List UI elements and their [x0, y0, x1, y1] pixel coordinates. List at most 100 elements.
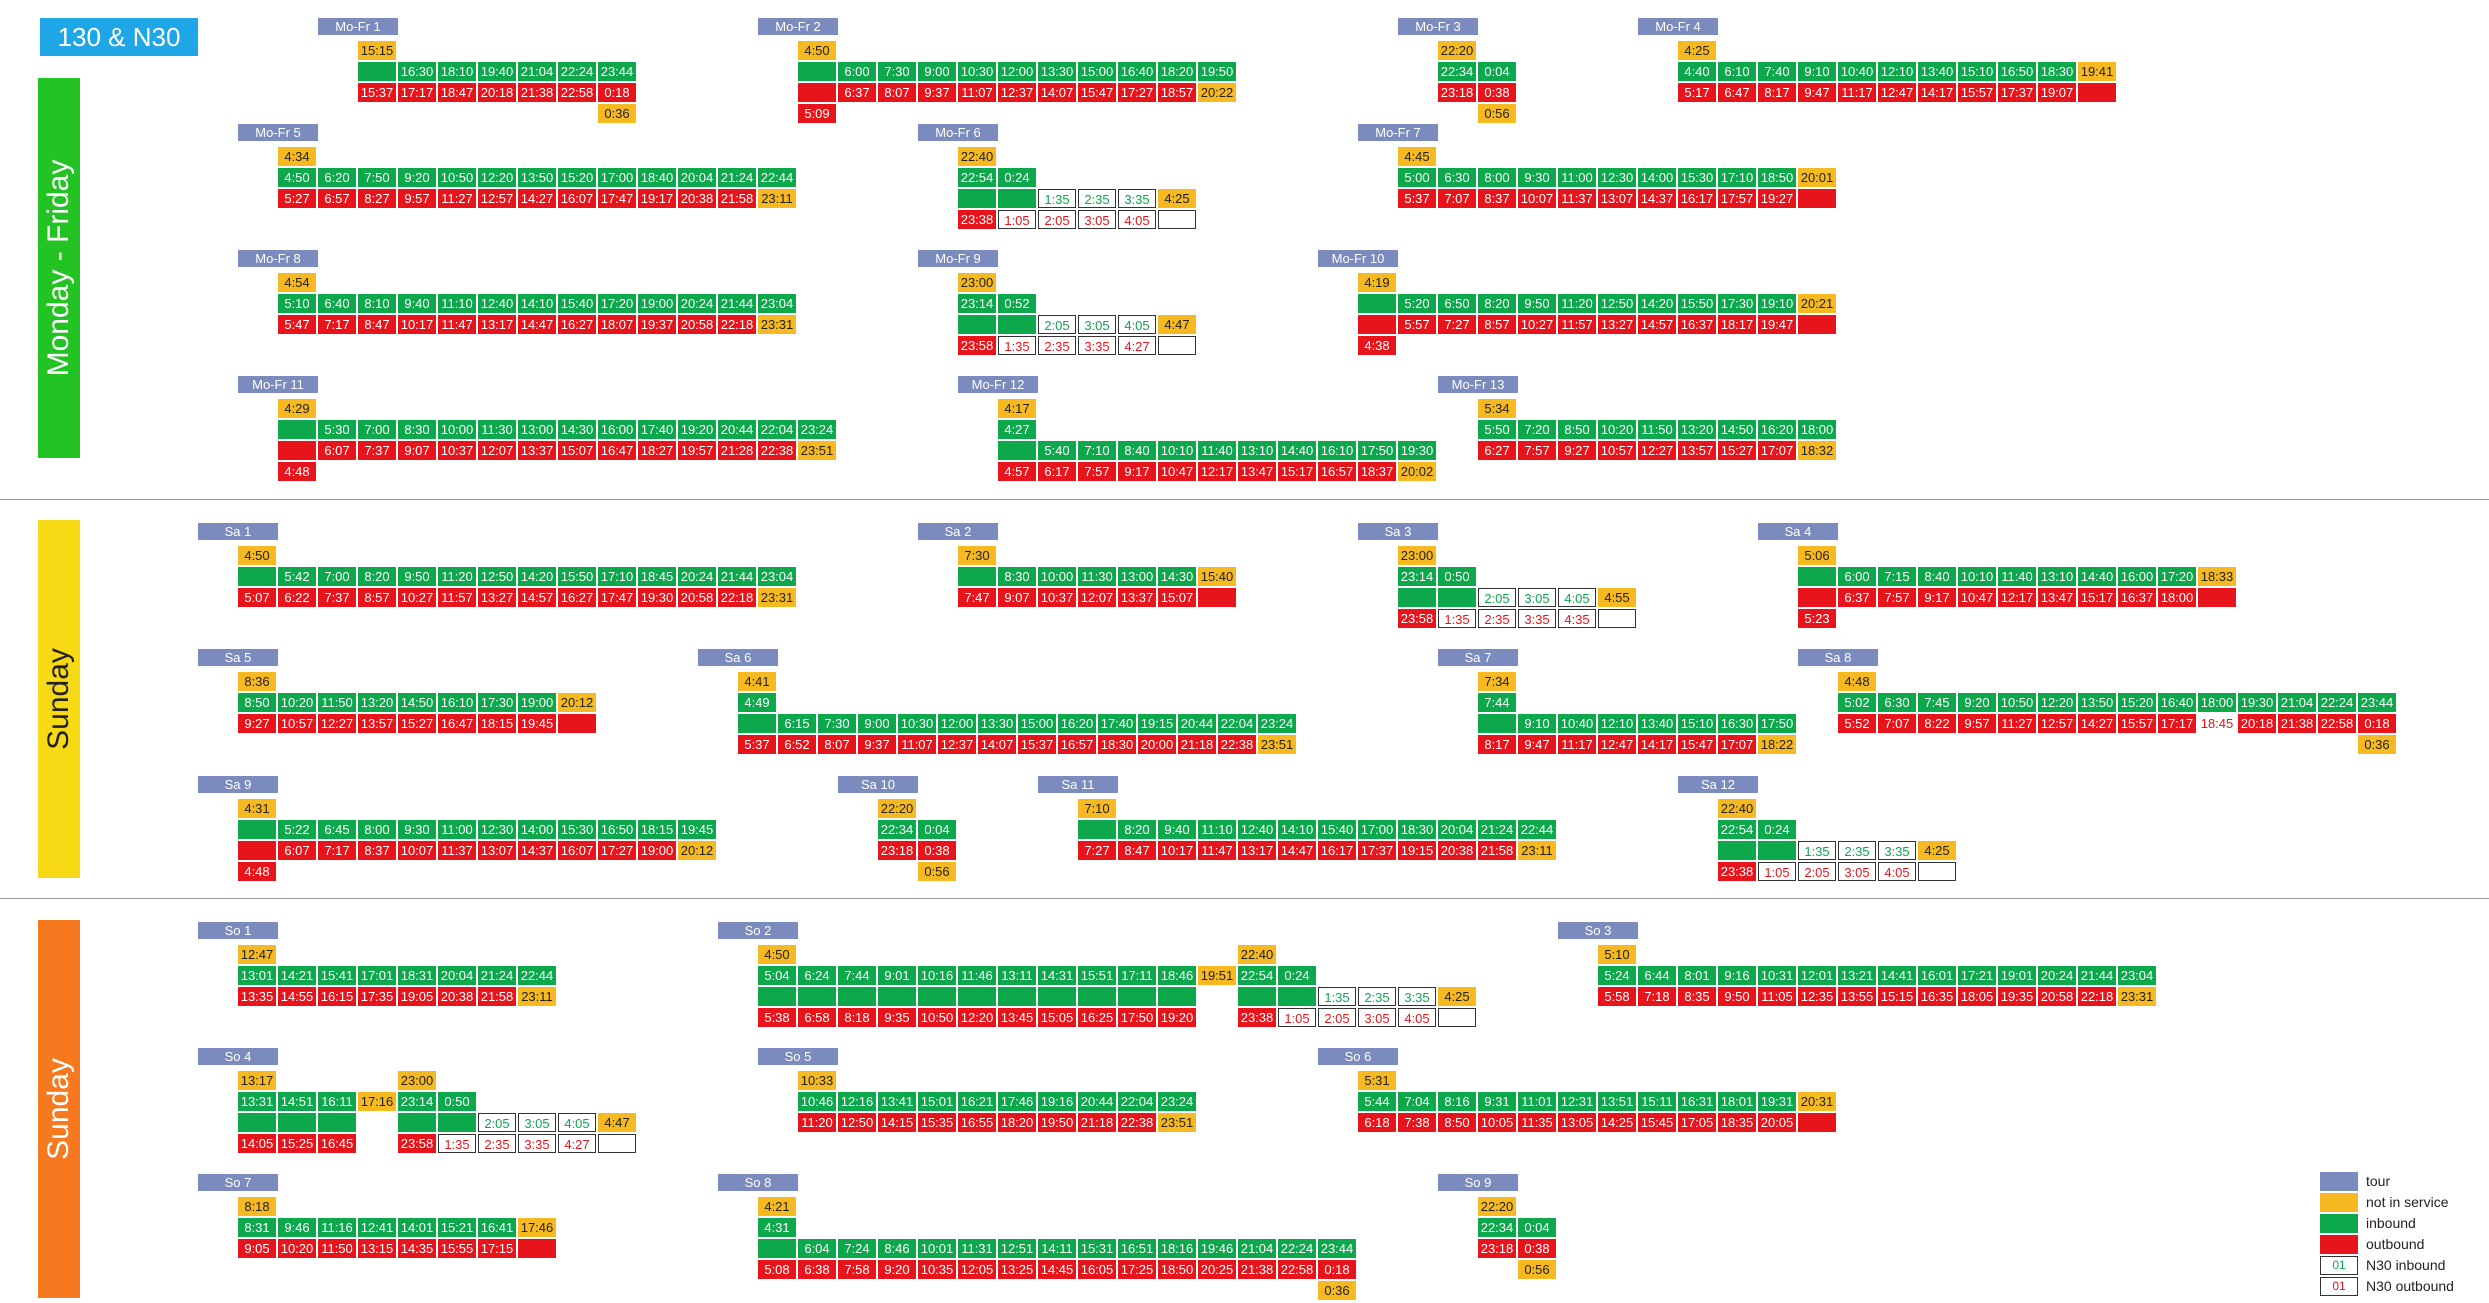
time-cell: 11:37	[438, 841, 476, 860]
time-cell: 9:27	[1558, 441, 1596, 460]
time-cell: 6:37	[1838, 588, 1876, 607]
tour-label: Mo-Fr 6	[918, 124, 998, 141]
time-cell: 19:37	[638, 315, 676, 334]
tour-label: Sa 7	[1438, 649, 1518, 666]
time-cell: 21:38	[1238, 1260, 1276, 1279]
time-cell: 18:46	[1158, 966, 1196, 985]
saturday-band: Sunday	[38, 520, 80, 878]
time-cell: 2:35	[1358, 987, 1396, 1006]
time-cell: 2:05	[1478, 588, 1516, 607]
time-cell	[1078, 820, 1116, 839]
time-cell	[278, 1113, 316, 1132]
time-cell: 16:40	[1118, 62, 1156, 81]
time-cell: 15:17	[2078, 588, 2116, 607]
time-cell: 19:50	[1198, 62, 1236, 81]
time-cell: 5:10	[278, 294, 316, 313]
tour-label: Mo-Fr 4	[1638, 18, 1718, 35]
time-cell: 11:05	[1758, 987, 1796, 1006]
time-cell	[798, 987, 836, 1006]
time-cell: 14:40	[2078, 567, 2116, 586]
time-cell: 17:16	[358, 1092, 396, 1111]
time-cell: 17:10	[1718, 168, 1756, 187]
time-cell: 13:11	[998, 966, 1036, 985]
time-cell: 10:46	[798, 1092, 836, 1111]
time-cell: 4:29	[278, 399, 316, 418]
time-cell: 6:44	[1638, 966, 1676, 985]
time-cell: 20:01	[1798, 168, 1836, 187]
time-cell: 21:18	[1178, 735, 1216, 754]
time-cell: 17:46	[998, 1092, 1036, 1111]
tour-label: Sa 10	[838, 776, 918, 793]
time-cell: 9:10	[1518, 714, 1556, 733]
time-cell: 18:40	[638, 168, 676, 187]
time-cell: 0:18	[598, 83, 636, 102]
time-cell: 3:05	[1078, 210, 1116, 229]
time-cell: 6:30	[1438, 168, 1476, 187]
time-cell	[1078, 987, 1116, 1006]
time-cell: 17:50	[1358, 441, 1396, 460]
time-cell	[1438, 1008, 1476, 1027]
time-cell: 11:57	[1558, 315, 1596, 334]
time-cell: 11:47	[1198, 841, 1236, 860]
time-cell: 23:24	[1158, 1092, 1196, 1111]
time-cell: 4:17	[998, 399, 1036, 418]
time-cell: 4:05	[558, 1113, 596, 1132]
time-cell: 14:57	[518, 588, 556, 607]
time-cell: 10:47	[1958, 588, 1996, 607]
time-cell: 12:37	[998, 83, 1036, 102]
time-cell: 10:17	[398, 315, 436, 334]
time-cell: 5:06	[1798, 546, 1836, 565]
time-cell: 0:52	[998, 294, 1036, 313]
time-cell: 14:31	[1038, 966, 1076, 985]
time-cell: 10:00	[438, 420, 476, 439]
time-cell: 5:02	[1838, 693, 1876, 712]
time-cell: 14:45	[1038, 1260, 1076, 1279]
time-cell: 9:57	[1958, 714, 1996, 733]
time-cell: 23:00	[958, 273, 996, 292]
time-cell: 14:55	[278, 987, 316, 1006]
time-cell: 9:50	[1718, 987, 1756, 1006]
time-cell: 6:37	[838, 83, 876, 102]
time-cell	[998, 987, 1036, 1006]
time-cell: 10:20	[278, 693, 316, 712]
time-cell: 2:05	[1038, 315, 1076, 334]
time-cell: 6:40	[318, 294, 356, 313]
time-cell	[238, 841, 276, 860]
time-cell: 3:05	[1838, 862, 1876, 881]
time-cell: 12:50	[1598, 294, 1636, 313]
time-cell: 23:51	[1258, 735, 1296, 754]
time-cell: 23:58	[1398, 609, 1436, 628]
time-cell: 16:10	[1318, 441, 1356, 460]
time-cell: 4:49	[738, 693, 776, 712]
time-cell: 6:38	[798, 1260, 836, 1279]
time-cell: 8:20	[1478, 294, 1516, 313]
time-cell: 17:00	[598, 168, 636, 187]
time-cell: 8:00	[1478, 168, 1516, 187]
time-cell: 13:30	[1038, 62, 1076, 81]
time-cell	[2078, 83, 2116, 102]
time-cell	[278, 441, 316, 460]
tour-label: Mo-Fr 10	[1318, 250, 1398, 267]
time-cell: 5:00	[1398, 168, 1436, 187]
time-cell: 9:46	[278, 1218, 316, 1237]
time-cell: 4:27	[558, 1134, 596, 1153]
time-cell: 21:04	[518, 62, 556, 81]
time-cell: 11:00	[438, 820, 476, 839]
time-cell: 1:05	[1758, 862, 1796, 881]
time-cell: 23:44	[598, 62, 636, 81]
time-cell: 8:10	[358, 294, 396, 313]
time-cell: 5:08	[758, 1260, 796, 1279]
time-cell: 9:37	[858, 735, 896, 754]
time-cell: 14:15	[878, 1113, 916, 1132]
time-cell: 13:20	[1678, 420, 1716, 439]
time-cell: 17:15	[478, 1239, 516, 1258]
time-cell: 13:07	[478, 841, 516, 860]
time-cell: 1:35	[1038, 189, 1076, 208]
time-cell: 4:38	[1358, 336, 1396, 355]
time-cell: 23:44	[2358, 693, 2396, 712]
time-cell: 9:01	[878, 966, 916, 985]
time-cell: 15:27	[398, 714, 436, 733]
time-cell: 3:35	[1878, 841, 1916, 860]
time-cell: 19:01	[1998, 966, 2036, 985]
time-cell: 18:22	[1758, 735, 1796, 754]
